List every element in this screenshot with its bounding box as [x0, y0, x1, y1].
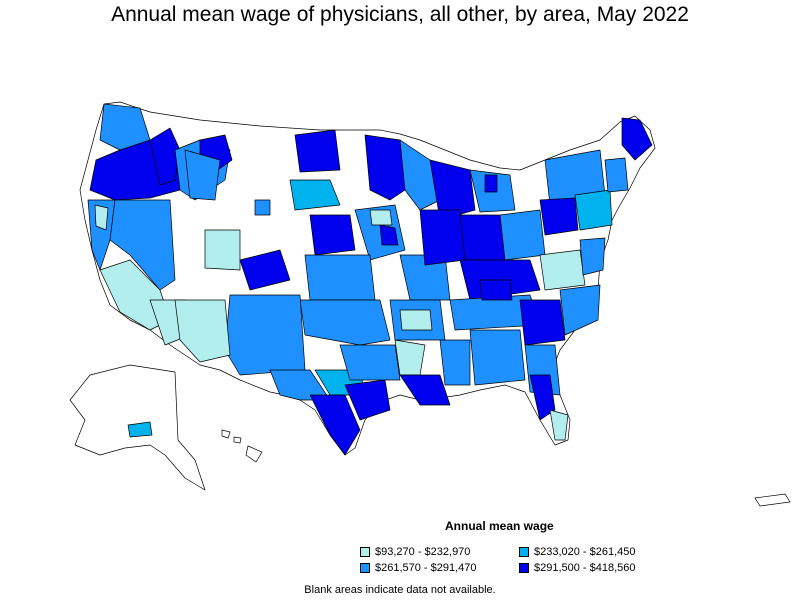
puerto-rico	[754, 493, 791, 507]
legend-title: Annual mean wage	[445, 519, 554, 533]
blank-areas-note: Blank areas indicate data not available.	[304, 584, 496, 596]
legend-item: $93,270 - $232,970	[360, 546, 470, 558]
legend-item: $291,500 - $418,560	[519, 562, 636, 574]
alaska	[69, 364, 206, 491]
legend-swatch	[360, 563, 370, 573]
map-title: Annual mean wage of physicians, all othe…	[111, 3, 689, 26]
legend-item: $261,570 - $291,470	[360, 562, 477, 574]
hawaii	[221, 429, 263, 463]
legend-label: $291,500 - $418,560	[534, 562, 636, 574]
legend-swatch	[519, 547, 529, 557]
legend-label: $261,570 - $291,470	[375, 562, 477, 574]
legend-label: $233,020 - $261,450	[534, 546, 636, 558]
legend-item: $233,020 - $261,450	[519, 546, 636, 558]
legend-label: $93,270 - $232,970	[375, 546, 471, 558]
legend-swatch	[519, 563, 529, 573]
legend-swatch	[360, 547, 370, 557]
